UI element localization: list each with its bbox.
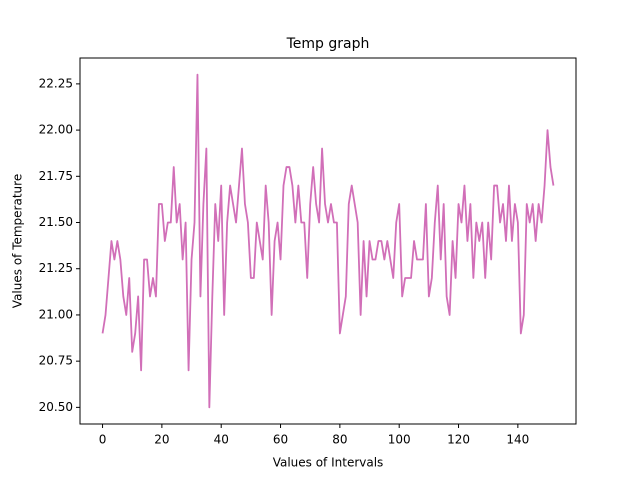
y-tick-label: 21.00 — [39, 307, 73, 321]
x-axis-label: Values of Intervals — [273, 456, 384, 470]
y-tick-label: 21.25 — [39, 261, 73, 275]
x-tick-label: 120 — [447, 433, 470, 447]
y-tick-label: 21.50 — [39, 215, 73, 229]
x-tick-label: 20 — [154, 433, 169, 447]
x-tick-label: 140 — [506, 433, 529, 447]
y-tick-label: 22.00 — [39, 123, 73, 137]
data-line — [101, 73, 555, 409]
x-tick-label: 0 — [99, 433, 107, 447]
x-tick-label: 100 — [388, 433, 411, 447]
x-tick-label: 80 — [332, 433, 347, 447]
chart-title: Temp graph — [286, 36, 370, 52]
y-axis-label: Values of Temperature — [11, 174, 25, 308]
y-tick-label: 20.75 — [39, 354, 73, 368]
y-tick-label: 21.75 — [39, 169, 73, 183]
y-tick-label: 22.25 — [39, 76, 73, 90]
y-tick-label: 20.50 — [39, 400, 73, 414]
x-tick-label: 60 — [273, 433, 288, 447]
plot-frame — [79, 57, 577, 425]
x-tick-label: 40 — [214, 433, 229, 447]
